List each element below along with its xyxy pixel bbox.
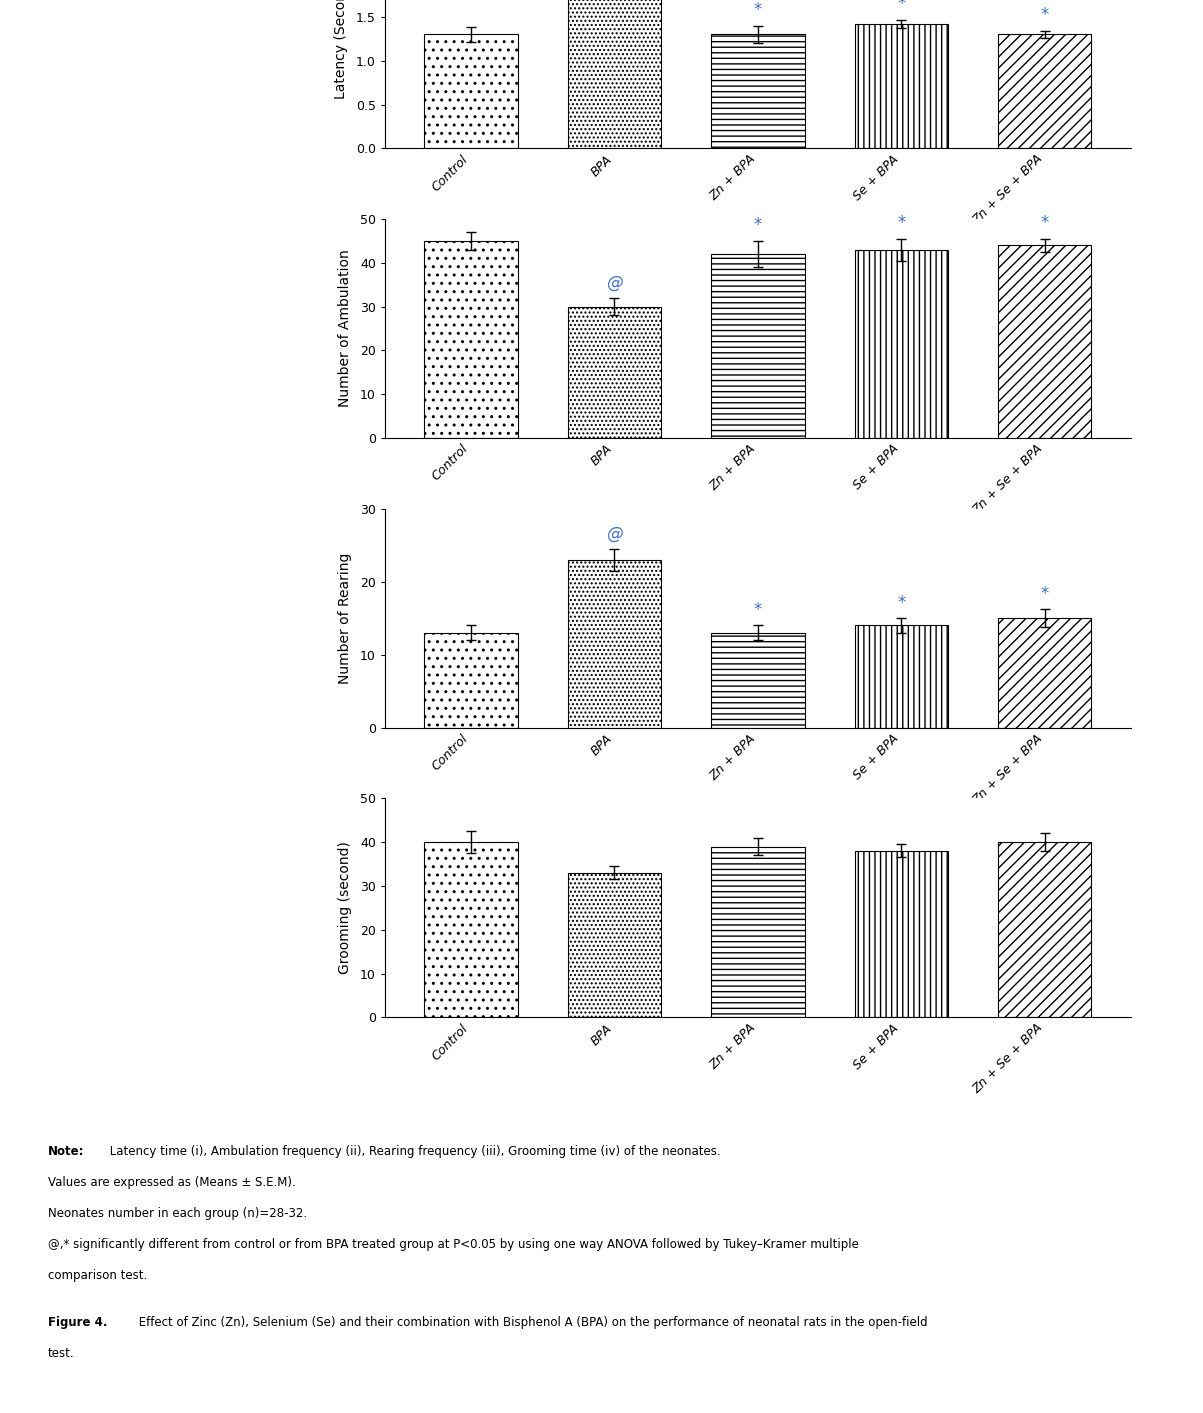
Y-axis label: Number of Ambulation: Number of Ambulation [338, 250, 351, 407]
Bar [425, 633, 517, 728]
Text: Figure 4.: Figure 4. [48, 1316, 107, 1328]
Bar [854, 851, 948, 1017]
Y-axis label: Latency (Second): Latency (Second) [333, 0, 348, 99]
Bar [568, 0, 662, 148]
Bar [711, 34, 805, 148]
Bar [711, 846, 805, 1017]
Bar [998, 842, 1091, 1017]
Text: Latency time (i), Ambulation frequency (ii), Rearing frequency (iii), Grooming t: Latency time (i), Ambulation frequency (… [106, 1145, 721, 1157]
Text: Note:: Note: [48, 1145, 84, 1157]
Bar [425, 240, 517, 438]
Text: *: * [754, 1, 761, 20]
Text: *: * [897, 593, 906, 612]
Bar [854, 626, 948, 728]
Text: @: @ [606, 524, 623, 543]
Text: test.: test. [48, 1347, 75, 1359]
Text: *: * [1041, 7, 1049, 24]
Text: *: * [897, 0, 906, 13]
Text: @,* significantly different from control or from BPA treated group at P<0.05 by : @,* significantly different from control… [48, 1238, 859, 1251]
Text: *: * [1041, 585, 1049, 603]
Bar [568, 560, 662, 728]
Bar [425, 842, 517, 1017]
Text: *: * [897, 215, 906, 232]
Text: Values are expressed as (Means ± S.E.M).: Values are expressed as (Means ± S.E.M). [48, 1176, 296, 1188]
Bar [998, 34, 1091, 148]
Bar [568, 873, 662, 1017]
Bar [425, 34, 517, 148]
Text: Neonates number in each group (n)=28-32.: Neonates number in each group (n)=28-32. [48, 1207, 307, 1219]
Text: *: * [1041, 215, 1049, 232]
Bar [998, 619, 1091, 728]
Y-axis label: Number of Rearing: Number of Rearing [338, 552, 351, 684]
Bar [711, 633, 805, 728]
Bar [854, 24, 948, 148]
Bar [998, 246, 1091, 438]
Bar [711, 254, 805, 438]
Bar [568, 307, 662, 438]
Y-axis label: Grooming (second): Grooming (second) [338, 841, 351, 975]
Text: comparison test.: comparison test. [48, 1269, 148, 1282]
Text: Effect of Zinc (Zn), Selenium (Se) and their combination with Bisphenol A (BPA) : Effect of Zinc (Zn), Selenium (Se) and t… [135, 1316, 928, 1328]
Text: *: * [754, 216, 761, 235]
Bar [854, 250, 948, 438]
Text: *: * [754, 601, 761, 619]
Text: @: @ [606, 273, 623, 291]
